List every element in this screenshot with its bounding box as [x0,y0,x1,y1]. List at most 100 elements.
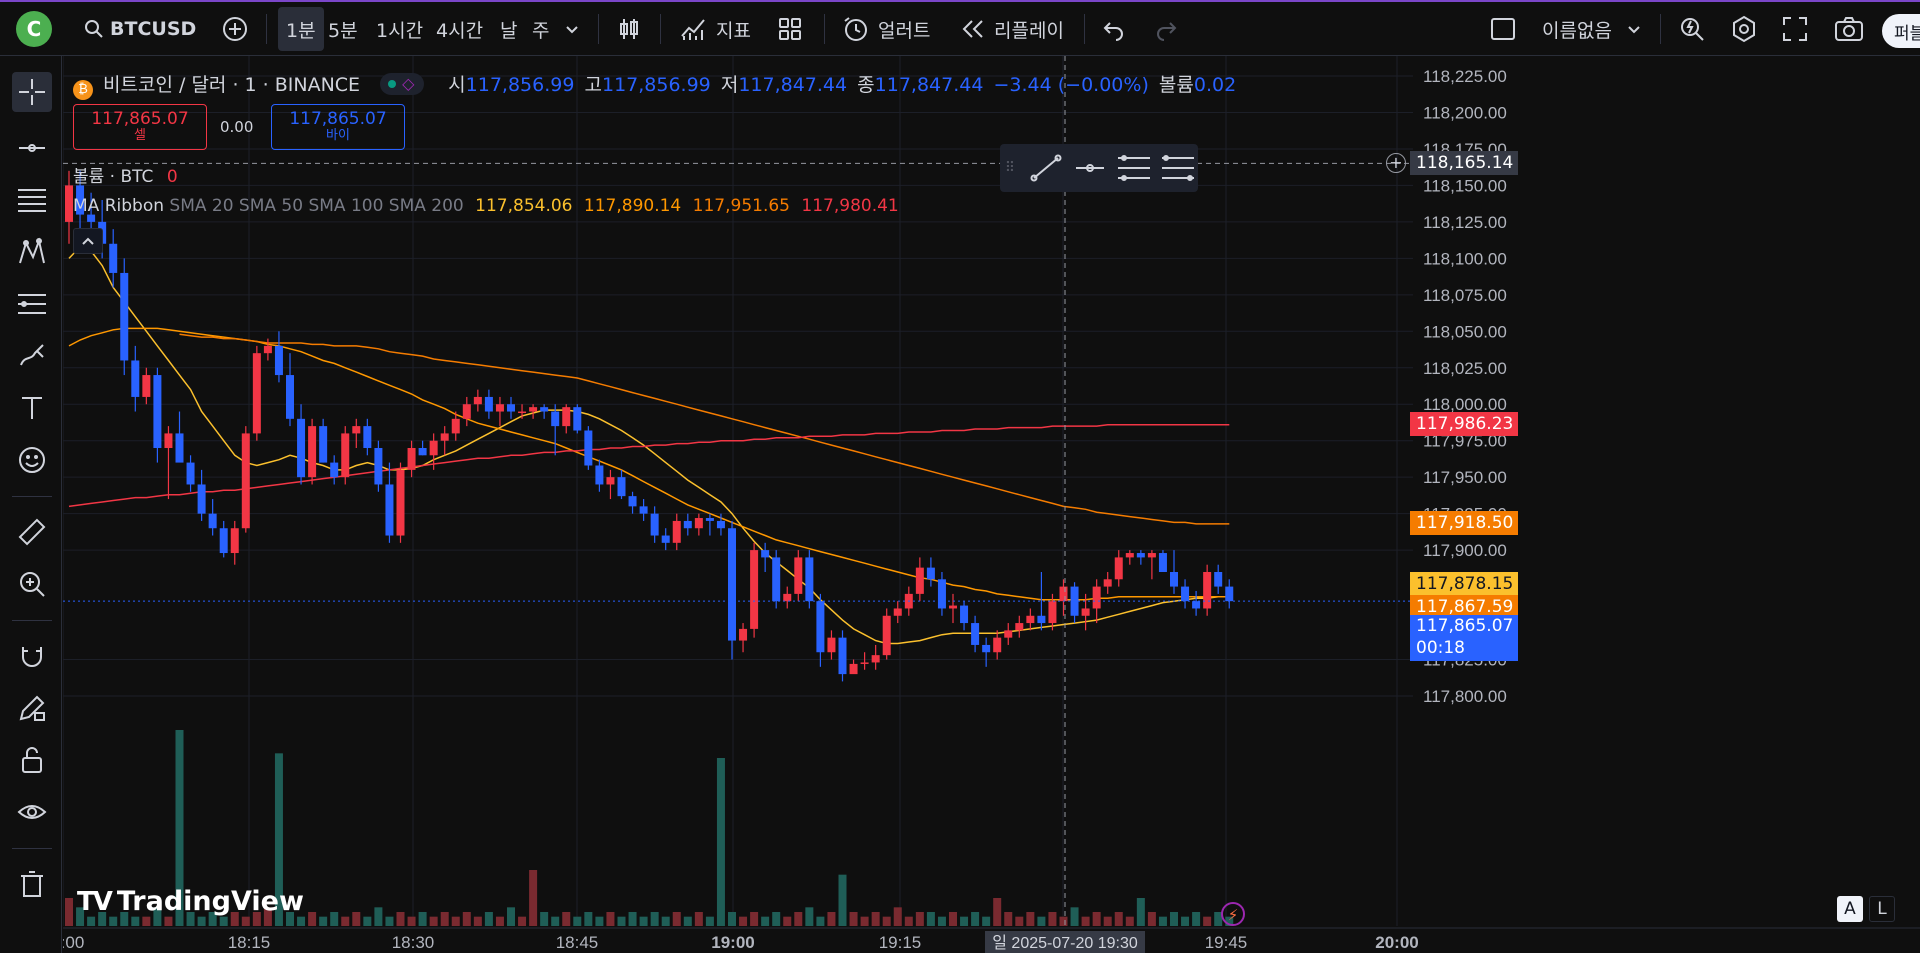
redo-button[interactable] [1154,2,1178,56]
time-axis-label: 18:15 [228,933,271,952]
alarm-clock-icon [844,17,867,41]
volume-bar [1004,912,1013,926]
layout-name-dropdown[interactable]: 이름없음 [1542,2,1642,56]
volume-bar [1125,916,1134,926]
fib-tool[interactable] [12,180,52,220]
ma-ribbon-legend[interactable]: MA Ribbon SMA 20 SMA 50 SMA 100 SMA 200 … [73,196,899,216]
ma-ribbon-params: SMA 20 SMA 50 SMA 100 SMA 200 [169,196,464,216]
candle-body [418,448,427,456]
buy-button[interactable]: 117,865.07 바이 [271,104,405,150]
candle-body [1136,553,1145,558]
indicators-label: 지표 [716,19,751,42]
chart-type-button[interactable] [616,2,642,56]
layouts-button[interactable] [778,2,802,56]
timeframe-5m[interactable]: 5분 [328,19,358,42]
timeframe-1w[interactable]: 주 [532,19,550,42]
timeframe-1h[interactable]: 1시간 [376,19,424,42]
fullscreen-button[interactable] [1782,2,1808,56]
layout-select[interactable] [1490,2,1516,56]
timeframe-1d[interactable]: 날 [500,19,518,42]
parallel-channel-icon[interactable] [1114,152,1154,184]
candle-body [1203,572,1212,609]
replay-button[interactable]: 리플레이 [960,2,1064,56]
volume-bar [440,912,449,926]
timeframe-1m[interactable]: 1분 [278,7,324,51]
pattern-tool[interactable] [12,232,52,272]
zoom-tool[interactable] [12,564,52,604]
volume-indicator-legend[interactable]: 볼륨 · BTC 0 [73,162,178,187]
lock-drawings-tool[interactable] [12,740,52,780]
brush-tool[interactable] [12,336,52,376]
eye-icon [17,805,47,819]
zoom-in-icon [20,572,45,597]
sma20-value: 117,854.06 [475,196,573,216]
forecast-tool[interactable] [12,284,52,324]
candle-body [661,535,670,543]
close-label: 종 [857,74,875,96]
volume-bar [219,916,228,926]
magnet-tool[interactable] [12,636,52,676]
measure-tool[interactable] [12,512,52,552]
volume-bar [904,916,913,926]
candle-body [429,440,438,456]
candle-body [396,469,405,536]
candle-body [893,608,902,616]
drag-handle-icon[interactable]: ⠿ [1004,160,1016,176]
time-axis-label: 18:00 [63,933,84,952]
candle-body [562,407,571,427]
candle-body [573,407,582,431]
candle-body [529,407,538,412]
volume-bar [849,912,858,926]
trend-line-icon[interactable] [1026,152,1066,184]
text-tool[interactable] [12,388,52,428]
tradingview-logo-icon: 𝗧𝗩 [77,886,113,917]
timeframe-4h[interactable]: 4시간 [436,19,484,42]
publish-button[interactable]: 퍼블 [1882,14,1920,48]
crosshair-tool[interactable] [12,72,52,112]
candle-body [507,404,515,412]
horizontal-line-icon[interactable] [1070,152,1110,184]
candle-body [882,615,891,656]
sell-button[interactable]: 117,865.07 셀 [73,104,207,150]
settings-button[interactable] [1730,2,1758,56]
price-tag-2: 117,878.15 [1410,571,1518,596]
undo-button[interactable] [1102,2,1126,56]
candle-body [672,520,681,543]
market-status-icon[interactable]: ◇ [380,73,425,95]
bitcoin-icon: ₿ [73,80,93,100]
candle-body [1192,601,1201,609]
remove-drawings-tool[interactable] [12,864,52,904]
volume-bar [341,916,350,926]
candle-body [297,418,306,478]
projection-icon [18,294,46,314]
indicators-button[interactable]: 지표 [680,2,751,56]
hide-drawings-tool[interactable] [12,792,52,832]
emoji-tool[interactable] [12,440,52,480]
log-scale-button[interactable]: L [1869,896,1895,922]
trend-line-tool[interactable] [12,128,52,168]
symbol-search-button[interactable]: BTCUSD [84,2,196,56]
collapse-legend-button[interactable] [73,228,103,254]
auto-scale-button[interactable]: A [1837,896,1863,922]
volume-value: 0.02 [1193,74,1237,96]
compare-symbol-button[interactable] [222,2,248,56]
volume-bar [683,916,692,926]
chevron-up-icon [82,237,94,245]
smiley-icon [19,447,45,473]
candle-body [407,448,416,470]
volume-bar [838,874,847,926]
stay-in-drawing-tool[interactable] [12,688,52,728]
snapshot-button[interactable] [1834,2,1864,56]
price-axis-label: 117,800.00 [1423,687,1507,706]
add-alert-plus-icon[interactable]: + [1386,153,1406,174]
timeframe-dropdown[interactable] [564,2,580,56]
price-chart[interactable]: 118,225.00118,200.00118,175.00118,150.00… [63,56,1920,953]
tradingview-watermark: 𝗧𝗩 TradingView [77,886,304,917]
quick-search-button[interactable] [1678,2,1706,56]
brush-icon [20,344,44,366]
user-avatar[interactable]: C [16,11,52,47]
chart-pane[interactable]: 118,225.00 118,200.00 118,175.00 118,150.00… [63,56,1920,953]
fib-retracement-icon[interactable] [1158,152,1198,184]
alerts-button[interactable]: 얼러트 [842,2,930,56]
volume-bar [750,912,759,926]
